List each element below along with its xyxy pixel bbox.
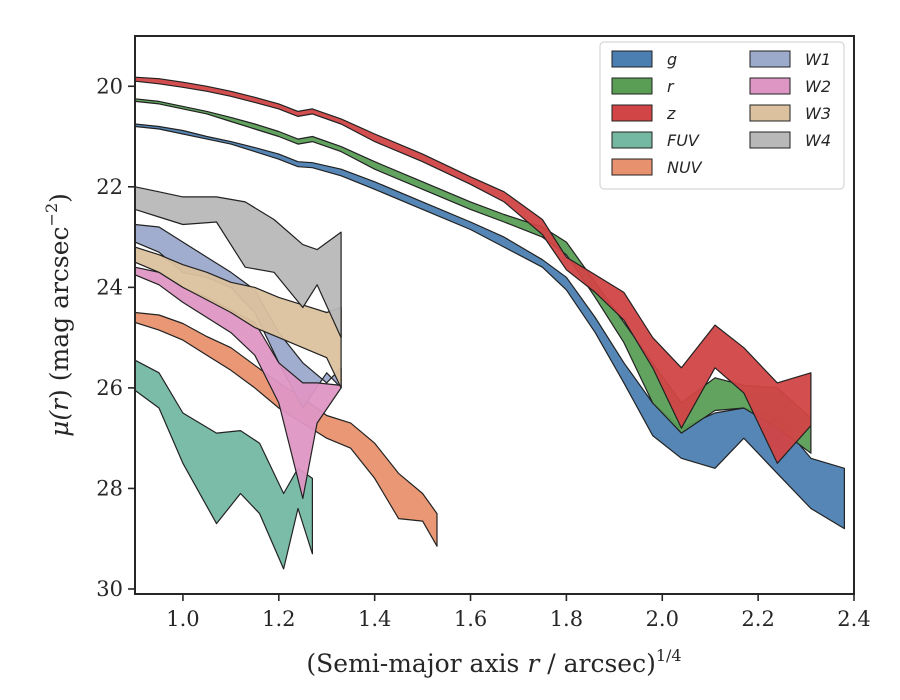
legend-swatch-W4	[749, 131, 791, 149]
profile-bands	[135, 76, 846, 570]
x-tick-label: 1.0	[166, 607, 199, 631]
legend-swatch-W2	[749, 77, 791, 95]
legend-swatch-W1	[749, 50, 791, 68]
y-axis-label: μ(r) (mag arcsec−2)	[42, 193, 74, 437]
band-FUV	[135, 359, 313, 570]
x-axis-ticks: 1.0 1.2 1.4 1.6 1.8 2.0 2.2 2.4	[166, 594, 871, 631]
x-tick-label: 2.4	[837, 607, 870, 631]
y-tick-label: 30	[96, 577, 123, 601]
band-W3	[135, 246, 342, 389]
y-tick-label: 26	[96, 376, 123, 400]
x-tick-label: 2.2	[741, 607, 774, 631]
band-z	[135, 76, 812, 464]
y-tick-label: 24	[96, 275, 123, 299]
legend-swatch-g	[611, 50, 653, 68]
legend-swatch-FUV	[611, 131, 653, 149]
x-tick-label: 1.2	[262, 607, 295, 631]
x-tick-label: 2.0	[646, 607, 679, 631]
legend-label-W1: W1	[805, 50, 831, 69]
legend-swatch-NUV	[611, 158, 653, 176]
y-tick-label: 22	[96, 175, 123, 199]
band-r	[135, 98, 812, 454]
plot-frame	[134, 35, 855, 595]
legend-label-W4: W4	[805, 131, 831, 150]
legend-swatch-W3	[749, 104, 791, 122]
y-axis-ticks: 20 22 24 26 28 30	[96, 74, 135, 601]
band-NUV	[135, 311, 438, 547]
legend-label-g: g	[667, 50, 677, 69]
x-axis-label: (Semi-major axis r / arcsec)1/4	[306, 646, 681, 678]
legend-label-r: r	[667, 77, 675, 96]
x-tick-label: 1.6	[454, 607, 487, 631]
legend-label-W3: W3	[805, 104, 831, 123]
y-tick-label: 28	[96, 476, 123, 500]
legend-label-W2: W2	[805, 77, 831, 96]
band-g	[135, 123, 846, 530]
legend-label-z: z	[666, 104, 676, 123]
x-tick-label: 1.8	[550, 607, 583, 631]
x-tick-label: 1.4	[358, 607, 391, 631]
band-W4	[135, 186, 342, 339]
legend-swatch-z	[611, 104, 653, 122]
legend: grz FUV NUV W1 W2 W3 W4	[599, 41, 845, 190]
legend-swatch-r	[611, 77, 653, 95]
legend-label-FUV: FUV	[667, 131, 700, 150]
legend-label-NUV: NUV	[667, 158, 703, 177]
y-tick-label: 20	[96, 74, 123, 98]
